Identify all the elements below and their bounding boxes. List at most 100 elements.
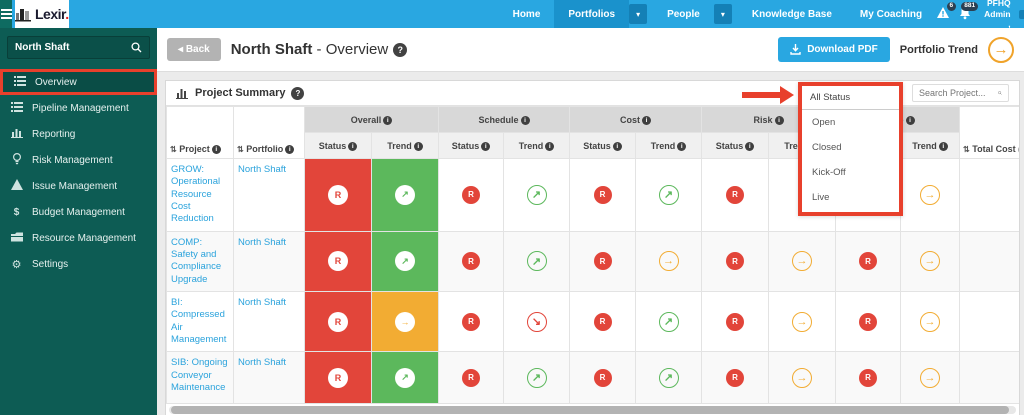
- status-filter-selected[interactable]: All Status: [802, 86, 899, 110]
- trend-badge[interactable]: ↗: [658, 311, 679, 332]
- portfolio-link[interactable]: North Shaft: [238, 236, 287, 248]
- col-header-total-cost[interactable]: ⇅ Total Cost (: [959, 106, 1019, 159]
- trend-badge[interactable]: ↘: [526, 311, 547, 332]
- sidebar-item-pipeline-management[interactable]: Pipeline Management: [0, 95, 157, 121]
- help-icon[interactable]: ?: [393, 42, 408, 57]
- trend-badge[interactable]: ↗: [658, 184, 679, 205]
- info-icon[interactable]: i: [677, 141, 687, 151]
- status-badge[interactable]: R: [593, 252, 612, 271]
- info-icon[interactable]: i: [520, 115, 530, 125]
- status-badge[interactable]: R: [593, 185, 612, 204]
- trend-badge[interactable]: →: [920, 367, 941, 388]
- sidebar-item-reporting[interactable]: Reporting: [0, 121, 157, 147]
- col-header-project[interactable]: ⇅ Project i: [166, 106, 234, 159]
- info-icon[interactable]: i: [774, 115, 784, 125]
- status-badge[interactable]: R: [328, 184, 348, 205]
- info-icon[interactable]: i: [745, 141, 755, 151]
- info-icon[interactable]: i: [545, 141, 555, 151]
- trend-badge[interactable]: →: [920, 311, 941, 332]
- sidebar-item-overview[interactable]: Overview: [0, 69, 157, 95]
- trend-badge[interactable]: →: [395, 311, 415, 332]
- nav-knowledge-base[interactable]: Knowledge Base: [751, 8, 832, 20]
- trend-badge[interactable]: ↗: [395, 184, 415, 205]
- status-badge[interactable]: R: [726, 185, 745, 204]
- info-icon[interactable]: i: [413, 141, 423, 151]
- info-icon[interactable]: i: [285, 145, 295, 154]
- trend-badge[interactable]: ↗: [658, 367, 679, 388]
- status-badge[interactable]: R: [462, 368, 480, 387]
- info-icon[interactable]: i: [938, 141, 948, 151]
- status-badge[interactable]: R: [328, 251, 348, 272]
- hamburger-icon[interactable]: [0, 0, 12, 28]
- trend-badge[interactable]: ↗: [395, 251, 415, 272]
- col-header-portfolio[interactable]: ⇅ Portfolio i: [233, 106, 305, 159]
- info-icon[interactable]: i: [383, 115, 393, 125]
- trend-badge[interactable]: →: [920, 251, 941, 272]
- portfolio-trend-button[interactable]: →: [988, 36, 1014, 63]
- trend-badge[interactable]: →: [792, 367, 813, 388]
- nav-portfolios[interactable]: Portfolios: [554, 0, 630, 28]
- project-link[interactable]: BI: Compressed Air Management: [171, 297, 227, 346]
- status-badge[interactable]: R: [859, 312, 878, 331]
- scrollbar-thumb[interactable]: [171, 406, 1009, 415]
- trend-badge[interactable]: ↗: [526, 251, 547, 272]
- project-link[interactable]: SIB: Ongoing Conveyor Maintenance: [171, 357, 228, 394]
- sidebar-item-resource-management[interactable]: Resource Management: [0, 225, 157, 251]
- trend-badge[interactable]: →: [792, 311, 813, 332]
- status-option-open[interactable]: Open: [812, 117, 836, 128]
- status-badge[interactable]: R: [726, 368, 745, 387]
- info-icon[interactable]: i: [612, 141, 622, 151]
- nav-people-caret[interactable]: ▾: [713, 4, 732, 24]
- project-search-input[interactable]: [919, 88, 994, 98]
- search-icon[interactable]: [998, 88, 1002, 98]
- horizontal-scrollbar[interactable]: [169, 406, 1016, 415]
- status-badge[interactable]: R: [328, 311, 348, 332]
- trend-badge[interactable]: ↗: [526, 367, 547, 388]
- project-link[interactable]: GROW: Operational Resource Cost Reductio…: [171, 164, 221, 225]
- info-icon[interactable]: i: [642, 115, 652, 125]
- notifications-button[interactable]: 881: [958, 2, 979, 22]
- user-menu-caret[interactable]: ▾: [1018, 9, 1024, 19]
- portfolio-link[interactable]: North Shaft: [238, 357, 287, 369]
- status-badge[interactable]: R: [462, 252, 480, 271]
- trend-badge[interactable]: ↗: [395, 367, 415, 388]
- status-badge[interactable]: R: [462, 312, 480, 331]
- help-icon[interactable]: ?: [291, 86, 305, 100]
- info-icon[interactable]: i: [211, 145, 221, 154]
- sort-icon[interactable]: ⇅: [963, 145, 970, 154]
- app-logo[interactable]: Lexir.: [15, 0, 69, 28]
- nav-portfolios-caret[interactable]: ▾: [629, 4, 648, 24]
- sort-icon[interactable]: ⇅: [237, 145, 244, 154]
- download-pdf-button[interactable]: Download PDF: [778, 37, 890, 62]
- alerts-button[interactable]: 6: [936, 2, 957, 22]
- status-option-closed[interactable]: Closed: [812, 142, 842, 153]
- project-link[interactable]: COMP: Safety and Compliance Upgrade: [171, 236, 222, 285]
- info-icon[interactable]: i: [481, 141, 491, 151]
- trend-badge[interactable]: ↗: [526, 184, 547, 205]
- sidebar-item-settings[interactable]: ⚙ Settings: [0, 251, 157, 277]
- status-badge[interactable]: R: [462, 185, 480, 204]
- status-badge[interactable]: R: [593, 312, 612, 331]
- nav-my-coaching[interactable]: My Coaching: [859, 8, 923, 20]
- info-icon[interactable]: i: [348, 141, 358, 151]
- nav-people[interactable]: People: [667, 8, 700, 20]
- status-badge[interactable]: R: [859, 368, 878, 387]
- status-badge[interactable]: R: [726, 312, 745, 331]
- status-option-kick-off[interactable]: Kick-Off: [812, 167, 846, 178]
- status-badge[interactable]: R: [726, 252, 745, 271]
- status-badge[interactable]: R: [328, 367, 348, 388]
- sidebar-search-input[interactable]: North Shaft: [7, 36, 150, 59]
- trend-badge[interactable]: →: [792, 251, 813, 272]
- portfolio-link[interactable]: North Shaft: [238, 297, 287, 309]
- status-badge[interactable]: R: [593, 368, 612, 387]
- sidebar-item-risk-management[interactable]: Risk Management: [0, 147, 157, 173]
- trend-badge[interactable]: →: [920, 184, 941, 205]
- sort-icon[interactable]: ⇅: [170, 145, 177, 154]
- trend-badge[interactable]: →: [658, 251, 679, 272]
- sidebar-item-budget-management[interactable]: $ Budget Management: [0, 199, 157, 225]
- sidebar-item-issue-management[interactable]: Issue Management: [0, 173, 157, 199]
- info-icon[interactable]: i: [905, 115, 915, 125]
- portfolio-link[interactable]: North Shaft: [238, 164, 287, 175]
- nav-home[interactable]: Home: [512, 8, 541, 20]
- back-button[interactable]: ◂ Back: [167, 38, 221, 61]
